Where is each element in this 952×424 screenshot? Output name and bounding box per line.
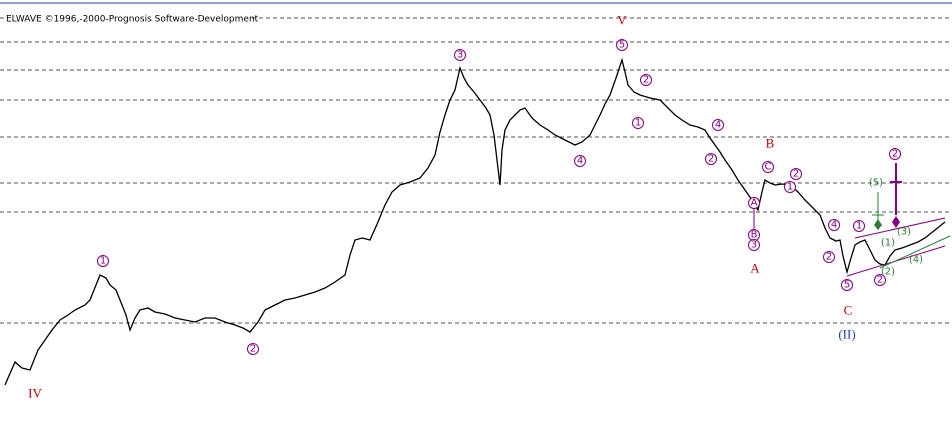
- purple-marker-line: [890, 163, 902, 215]
- wave-label: 5: [619, 40, 625, 51]
- wave-circle: [853, 220, 865, 232]
- wave-circle: [762, 161, 774, 173]
- copyright: ELWAVE ©1996,-2000-Prognosis Software-De…: [6, 15, 259, 25]
- wave-label: B: [766, 136, 775, 151]
- wave-label: 1: [100, 256, 106, 267]
- wave-label: 2: [826, 252, 832, 263]
- wave-circle: [748, 239, 760, 251]
- wave-label: 2: [708, 154, 714, 165]
- wave-circle: [790, 168, 802, 180]
- price-path: [4, 57, 946, 386]
- wave-label: 2: [877, 275, 883, 286]
- wave-label: 1: [856, 221, 862, 232]
- wave-label: IV: [28, 386, 42, 401]
- wave-label: (2): [881, 267, 895, 278]
- wave-label: C: [844, 303, 853, 318]
- wave-circle: [97, 255, 109, 267]
- wave-label: B: [751, 230, 758, 241]
- wave-circle: [841, 279, 853, 291]
- wave-label: 2: [793, 169, 799, 180]
- wave-label: (4): [909, 255, 923, 266]
- wave-circle: [705, 153, 717, 165]
- wave-circle: [454, 49, 466, 61]
- wave-label: (II): [838, 327, 855, 342]
- wave-label: A: [750, 261, 760, 276]
- wave-label: 4: [831, 220, 837, 231]
- wave-circle: [640, 74, 652, 86]
- wave-circle: [247, 343, 259, 355]
- wave-circle: [823, 251, 835, 263]
- wave-label: 5: [844, 280, 850, 291]
- wave-label: 3: [751, 240, 757, 251]
- wave-label: A: [751, 198, 758, 209]
- wave-label: (5): [869, 178, 883, 189]
- wave-label: 1: [635, 118, 641, 129]
- wave-label: 2: [250, 344, 256, 355]
- wave-circle: [632, 117, 644, 129]
- wave-label: (1): [881, 238, 895, 249]
- wave-label: (3): [897, 227, 911, 238]
- wave-circle: [712, 119, 724, 131]
- wave-circle: [748, 197, 760, 209]
- wave-label: 4: [715, 120, 721, 131]
- wave-label: 3: [457, 50, 463, 61]
- purple-marker: [892, 216, 900, 228]
- wave-label: 2: [892, 149, 898, 160]
- green-marker: [874, 219, 882, 230]
- grid: [0, 17, 952, 324]
- wave-label: 1: [787, 182, 793, 193]
- wave-label: V: [617, 13, 627, 28]
- wave-label: C: [765, 162, 772, 173]
- wave-circle: [889, 148, 901, 160]
- wave-circle: [828, 219, 840, 231]
- header-bg: [4, 12, 250, 24]
- wave-label: 4: [577, 156, 583, 167]
- wave-circle: [574, 155, 586, 167]
- wave-circle: [616, 39, 628, 51]
- wave-circle: [784, 181, 796, 193]
- wave-circle: [874, 274, 886, 286]
- wave-label: 2: [643, 75, 649, 86]
